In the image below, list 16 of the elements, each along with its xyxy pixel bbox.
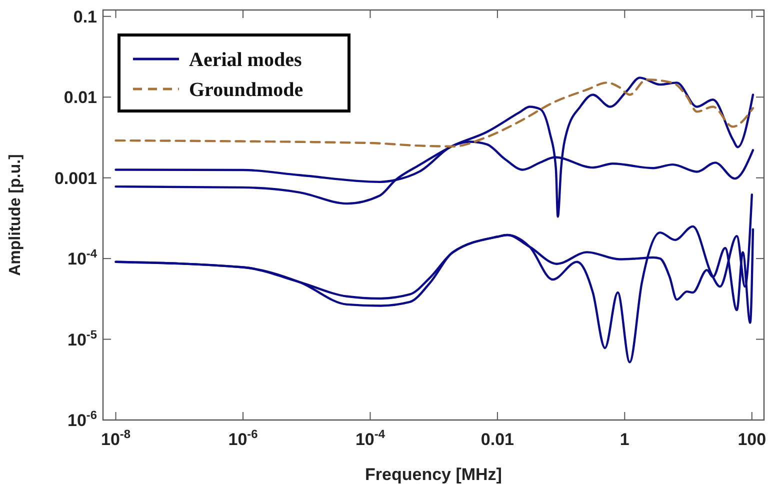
y-tick-label: 0.001: [54, 168, 97, 188]
x-tick-label: 10$^{-6}$: [228, 427, 258, 449]
x-tick-label: 10$^{-4}$: [355, 427, 386, 449]
y-tick-label: 0.1: [73, 7, 97, 26]
x-axis-title: Frequency [MHz]: [365, 465, 502, 484]
legend-label: Aerial modes: [189, 49, 302, 71]
y-axis-title: Amplitude [p.u.]: [7, 154, 24, 276]
y-tick-label: 10$^{-4}$: [68, 246, 98, 269]
y-tick-label: 0.01: [64, 88, 97, 108]
x-tick-label: 1: [620, 430, 630, 449]
y-tick-label: 10$^{-6}$: [68, 408, 98, 430]
x-tick-label: 10$^{-8}$: [101, 427, 131, 449]
legend-label: Groundmode: [189, 79, 304, 101]
x-tick-label: 0.01: [480, 430, 514, 449]
y-tick-label: 10$^{-5}$: [68, 327, 98, 350]
x-tick-label: 100: [738, 430, 766, 449]
